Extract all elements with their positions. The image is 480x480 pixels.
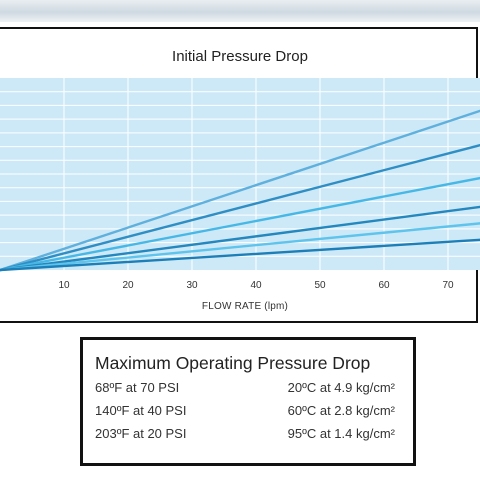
series-line-1 bbox=[0, 109, 480, 272]
background-photo-strip bbox=[0, 0, 480, 22]
series-lines bbox=[0, 109, 480, 272]
fahrenheit-value: 203ºF at 20 PSI bbox=[95, 426, 187, 441]
x-axis-label: FLOW RATE (lpm) bbox=[201, 301, 289, 312]
series-line-5 bbox=[0, 222, 480, 272]
chart-title: Initial Pressure Drop bbox=[172, 48, 308, 65]
x-tick-label: 20 bbox=[122, 280, 134, 291]
series-line-2 bbox=[0, 143, 480, 272]
series-line-3 bbox=[0, 176, 480, 272]
x-tick-label: 40 bbox=[250, 280, 262, 291]
celsius-value: 95ºC at 1.4 kg/cm² bbox=[287, 426, 395, 441]
x-tick-label: 60 bbox=[378, 280, 390, 291]
x-tick-label: 10 bbox=[58, 280, 70, 291]
celsius-value: 60ºC at 2.8 kg/cm² bbox=[287, 403, 395, 418]
line-chart: 10 20 30 40 50 60 70 bbox=[0, 78, 480, 291]
series-line-4 bbox=[0, 205, 480, 272]
grid bbox=[0, 78, 480, 270]
x-tick-label: 70 bbox=[442, 280, 454, 291]
x-tick-label: 30 bbox=[186, 280, 198, 291]
table-row: 68ºF at 70 PSI 20ºC at 4.9 kg/cm² bbox=[83, 380, 413, 400]
table-row: 203ºF at 20 PSI 95ºC at 1.4 kg/cm² bbox=[83, 426, 413, 446]
table-row: 140ºF at 40 PSI 60ºC at 2.8 kg/cm² bbox=[83, 403, 413, 423]
fahrenheit-value: 140ºF at 40 PSI bbox=[95, 403, 187, 418]
series-line-6 bbox=[0, 238, 480, 272]
max-pressure-table: Maximum Operating Pressure Drop 68ºF at … bbox=[80, 337, 416, 466]
fahrenheit-value: 68ºF at 70 PSI bbox=[95, 380, 180, 395]
x-tick-label: 50 bbox=[314, 280, 326, 291]
celsius-value: 20ºC at 4.9 kg/cm² bbox=[287, 380, 395, 395]
x-tick-labels: 10 20 30 40 50 60 70 bbox=[58, 280, 454, 291]
table-title: Maximum Operating Pressure Drop bbox=[95, 353, 371, 373]
